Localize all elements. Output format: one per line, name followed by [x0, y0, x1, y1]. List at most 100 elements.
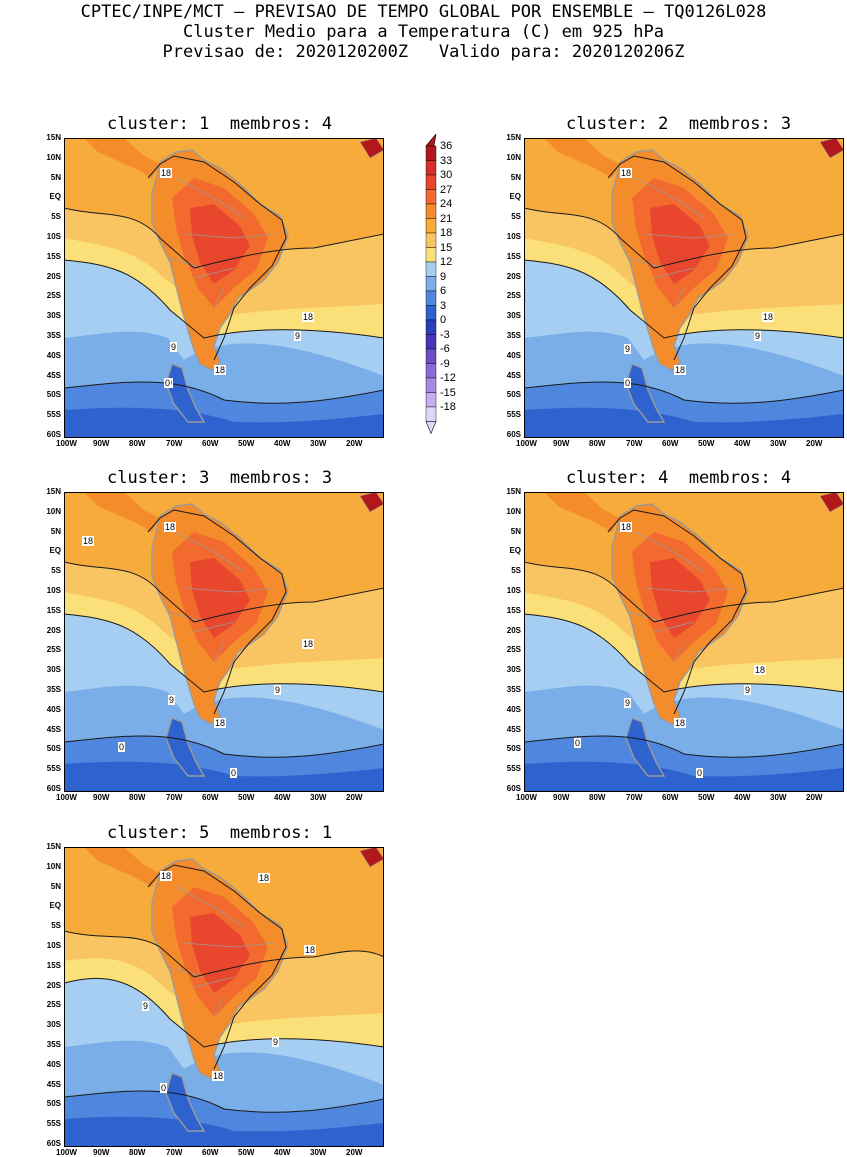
lon-tick-label: 90W [93, 793, 110, 802]
colorbar-label: 21 [440, 212, 453, 225]
contour-label: 18 [160, 871, 173, 881]
colorbar-label: -12 [440, 372, 456, 384]
lat-tick-label: 15S [506, 251, 521, 261]
contour-label: 18 [302, 312, 315, 322]
lat-tick-label: 45S [506, 370, 521, 380]
colorbar-label: 18 [440, 227, 453, 239]
lat-tick-label: EQ [49, 546, 61, 556]
lon-tick-label: 80W [129, 1148, 146, 1157]
lat-tick-label: 15S [46, 605, 61, 615]
lat-tick-label: 10N [506, 152, 521, 162]
contour-label: 9 [624, 344, 632, 354]
lon-tick-label: 80W [129, 439, 146, 448]
colorbar-swatch [425, 377, 437, 393]
lat-tick-label: 30S [46, 1020, 61, 1030]
lat-tick-label: 35S [46, 331, 61, 340]
lon-tick-label: 60W [202, 439, 219, 448]
contour-label: 18 [214, 718, 227, 728]
contour-label: 0 [160, 1083, 168, 1093]
lat-tick-label: 10N [46, 152, 61, 162]
contour-label: 18 [160, 168, 173, 178]
colorbar-label: 6 [440, 285, 447, 297]
contour-label: 18 [164, 522, 177, 532]
lon-tick-label: 20W [346, 439, 363, 448]
colorbar-label: 27 [440, 183, 453, 196]
lat-tick-label: 15S [46, 960, 61, 970]
lat-tick-label: 5S [511, 566, 521, 576]
lat-tick-label: 35S [506, 685, 521, 694]
contour-label: 0 [164, 378, 172, 388]
lat-tick-label: 25S [46, 291, 61, 301]
lat-tick-label: 55S [46, 1119, 61, 1129]
contour-label: 18 [674, 718, 687, 728]
lon-tick-label: 40W [274, 439, 291, 448]
lon-tick-label: 90W [553, 439, 570, 448]
contour-label: 0 [696, 768, 704, 778]
colorbar-label: 9 [440, 270, 447, 283]
lat-tick-label: 50S [506, 744, 521, 754]
lat-tick-label: 15N [506, 133, 521, 142]
colorbar-swatch [425, 261, 437, 277]
colorbar-arrow-top [425, 132, 437, 147]
lon-tick-label: 70W [166, 439, 183, 448]
colorbar: 36 33 30 27 24 21 18 15 12 9 6 3 0 -3 -6 -9 -12 -15 -18 [424, 132, 484, 448]
colorbar-label: 3 [440, 299, 447, 312]
colorbar-swatch [425, 305, 437, 321]
contour-label: 18 [754, 665, 767, 675]
panel-title-3: cluster: 3 membros: 3 [107, 468, 333, 488]
contour-label: 0 [574, 738, 582, 748]
colorbar-swatch [425, 319, 437, 335]
lat-tick-label: 45S [46, 724, 61, 734]
lon-tick-label: 60W [202, 1148, 219, 1157]
lat-tick-label: EQ [49, 901, 61, 911]
colorbar-swatch [425, 406, 437, 422]
panel-title-4: cluster: 4 membros: 4 [566, 468, 792, 488]
lat-tick-label: 40S [506, 704, 521, 714]
lat-tick-label: 45S [46, 1079, 61, 1089]
lon-tick-label: 60W [662, 439, 679, 448]
lon-tick-label: 30W [770, 439, 787, 448]
colorbar-label: -9 [440, 357, 450, 370]
lat-tick-label: 15N [46, 487, 61, 496]
lat-tick-label: 10N [506, 506, 521, 516]
lat-tick-label: 10S [46, 232, 61, 241]
lat-tick-label: 20S [46, 980, 61, 990]
colorbar-swatch [425, 334, 437, 350]
header-line-2: Cluster Medio para a Temperatura (C) em … [182, 22, 665, 42]
map-panel-5: 18 18 18 18 9 9 0 [63, 846, 385, 1151]
colorbar-swatch [425, 160, 437, 176]
map-panel-3: 18 18 18 18 9 9 0 0 [63, 491, 385, 796]
colorbar-label: -15 [440, 386, 456, 399]
lat-tick-label: 25S [46, 1000, 61, 1010]
lon-tick-label: 20W [346, 793, 363, 802]
colorbar-swatch [425, 392, 437, 408]
lat-tick-label: 15N [46, 842, 61, 851]
lon-tick-label: 50W [238, 1148, 255, 1157]
lat-tick-label: 20S [506, 625, 521, 635]
lat-tick-label: 15N [46, 133, 61, 142]
lon-tick-label: 30W [310, 1148, 327, 1157]
lon-tick-label: 40W [734, 793, 751, 802]
contour-label: 9 [754, 331, 762, 341]
colorbar-swatch [425, 290, 437, 306]
lat-tick-label: 45S [506, 724, 521, 734]
lat-tick-label: 30S [506, 311, 521, 321]
lon-tick-label: 90W [93, 1148, 110, 1157]
contour-label: 9 [274, 685, 282, 695]
lon-tick-label: 20W [806, 793, 823, 802]
map-frame [64, 492, 384, 792]
contour-label: 9 [272, 1037, 280, 1047]
lat-tick-label: EQ [49, 192, 61, 202]
contour-label: 18 [214, 365, 227, 375]
lat-tick-label: 35S [46, 1040, 61, 1049]
lat-tick-label: 5S [51, 921, 61, 931]
lat-tick-label: 10S [506, 232, 521, 241]
lon-tick-label: 70W [626, 439, 643, 448]
lat-tick-label: 10S [46, 586, 61, 595]
map-frame [64, 847, 384, 1147]
lat-tick-label: 5S [51, 212, 61, 222]
map-frame [524, 138, 844, 438]
lat-tick-label: 40S [46, 1059, 61, 1069]
lon-tick-label: 70W [166, 793, 183, 802]
colorbar-swatch [425, 232, 437, 248]
